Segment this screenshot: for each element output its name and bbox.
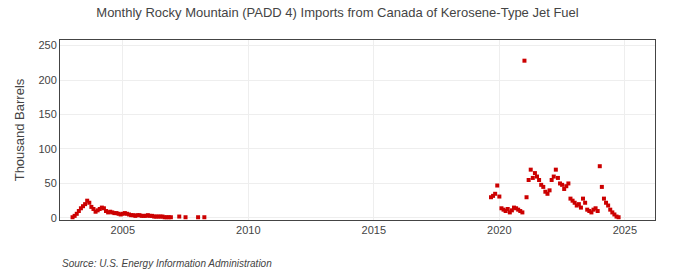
svg-text:2015: 2015 bbox=[362, 224, 386, 236]
svg-text:50: 50 bbox=[45, 177, 57, 189]
svg-text:2010: 2010 bbox=[236, 224, 260, 236]
svg-text:250: 250 bbox=[38, 39, 56, 51]
svg-text:Source: U.S. Energy Informatio: Source: U.S. Energy Information Administ… bbox=[62, 258, 272, 269]
svg-text:0: 0 bbox=[51, 212, 57, 224]
svg-text:Monthly Rocky Mountain (PADD 4: Monthly Rocky Mountain (PADD 4) Imports … bbox=[96, 5, 579, 20]
svg-text:100: 100 bbox=[38, 143, 56, 155]
svg-text:2005: 2005 bbox=[111, 224, 135, 236]
svg-text:200: 200 bbox=[38, 74, 56, 86]
svg-text:2020: 2020 bbox=[487, 224, 511, 236]
svg-text:150: 150 bbox=[38, 108, 56, 120]
svg-text:2025: 2025 bbox=[613, 224, 637, 236]
svg-text:Thousand Barrels: Thousand Barrels bbox=[12, 78, 27, 181]
